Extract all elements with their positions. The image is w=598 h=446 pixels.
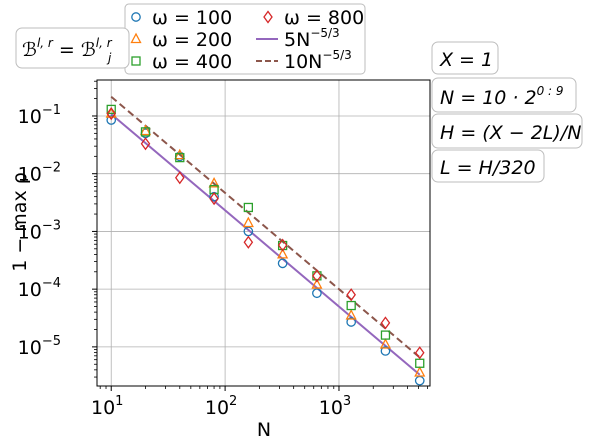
ref-line-1: [110, 95, 421, 359]
markers: [105, 104, 426, 386]
x-tick-base: 10: [319, 397, 343, 419]
y-tick-exp: −3: [42, 218, 61, 233]
grid: [97, 80, 430, 386]
legend-marker-circle: [131, 12, 141, 22]
legend-marker-square: [131, 56, 141, 66]
param-n-exp: 0 : 9: [537, 84, 564, 98]
legend-line-label-1: 10N−5/3: [284, 48, 352, 73]
legend-line-label-0: 5N−5/3: [284, 26, 340, 51]
x-tick-base: 10: [91, 397, 115, 419]
y-tick-base: 10: [18, 106, 42, 128]
legend-label-2: ω = 400: [152, 51, 232, 73]
y-tick-base: 10: [18, 279, 42, 301]
point-diamond: [209, 192, 219, 206]
bc-lhs-sup: l, r: [37, 36, 54, 50]
x-tick-base: 10: [205, 397, 229, 419]
point-triangle: [208, 176, 220, 188]
legend-marker-triangle: [130, 32, 142, 44]
bc-rhs-sup: l, r: [96, 36, 113, 50]
point-diamond: [312, 269, 322, 283]
y-tick-label: 10−3: [18, 218, 61, 243]
point-circle: [106, 115, 117, 125]
point-circle: [380, 346, 391, 356]
point-triangle: [311, 278, 323, 289]
point-triangle: [139, 124, 152, 136]
y-tick-label: 10−2: [18, 161, 61, 186]
params-annotations: X = 1 N = 10 · 20 : 9 H = (X − 2L)/N L =…: [431, 41, 583, 183]
x-tick-label: 102: [205, 394, 237, 419]
point-diamond: [174, 171, 185, 185]
y-tick-exp: −1: [42, 103, 61, 118]
point-square: [346, 300, 356, 311]
point-diamond: [277, 238, 288, 252]
legend-label-3: ω = 800: [284, 7, 364, 29]
plot-frame: [96, 79, 431, 387]
y-axis-label: 1 − max ρ: [9, 172, 31, 272]
point-diamond: [243, 235, 254, 249]
y-tick-label: 10−1: [18, 103, 61, 128]
reference-lines: [110, 95, 421, 376]
param-x: X = 1: [439, 49, 493, 71]
point-diamond: [140, 137, 151, 151]
point-square: [380, 330, 391, 340]
y-tick-base: 10: [18, 221, 42, 243]
bc-rhs: ℬ: [81, 39, 96, 61]
bc-lhs: ℬ: [22, 39, 37, 61]
point-diamond: [380, 316, 391, 330]
y-tick-exp: −5: [42, 334, 61, 349]
param-l: L = H/320: [440, 157, 536, 179]
point-triangle: [345, 309, 357, 320]
legend-label-1: ω = 200: [152, 29, 232, 51]
point-diamond: [346, 288, 356, 302]
point-triangle: [277, 248, 289, 259]
point-triangle: [379, 338, 392, 349]
point-diamond: [414, 346, 425, 360]
point-triangle: [414, 366, 426, 377]
ref-line-0: [110, 113, 421, 376]
y-tick-exp: −2: [42, 161, 61, 176]
x-axis-label: N: [257, 419, 271, 441]
x-tick-label: 103: [319, 394, 351, 419]
y-tick-label: 10−5: [18, 334, 61, 359]
point-triangle: [174, 148, 186, 160]
param-h: H = (X − 2L)/N: [440, 122, 581, 144]
point-circle: [277, 258, 288, 269]
legend-marker-diamond: [263, 10, 273, 24]
legend-label-0: ω = 100: [152, 7, 232, 29]
svg-text:ℬl, r = ℬl, rj: ℬl, r = ℬl, rj: [22, 36, 113, 65]
svg-text:N = 10 · 20 : 9: N = 10 · 20 : 9: [440, 84, 564, 109]
point-square: [415, 358, 425, 368]
y-tick-base: 10: [18, 337, 42, 359]
x-tick-exp: 2: [229, 394, 237, 409]
bc-rhs-sub: j: [106, 51, 112, 65]
x-tick-exp: 3: [343, 394, 351, 409]
y-tick-base: 10: [18, 164, 42, 186]
point-circle: [414, 375, 425, 386]
point-diamond: [106, 106, 117, 121]
point-square: [140, 127, 151, 137]
point-triangle: [242, 216, 254, 228]
point-circle: [346, 317, 357, 327]
point-square: [106, 104, 116, 115]
x-tick-label: 101: [91, 394, 123, 419]
x-tick-exp: 1: [115, 394, 123, 409]
y-tick-exp: −4: [42, 276, 61, 291]
param-n: N = 10 · 2: [440, 87, 537, 109]
point-circle: [312, 288, 322, 299]
bc-eq: =: [53, 39, 81, 61]
point-square: [243, 202, 253, 213]
point-square: [175, 152, 185, 163]
y-tick-label: 10−4: [18, 276, 61, 301]
